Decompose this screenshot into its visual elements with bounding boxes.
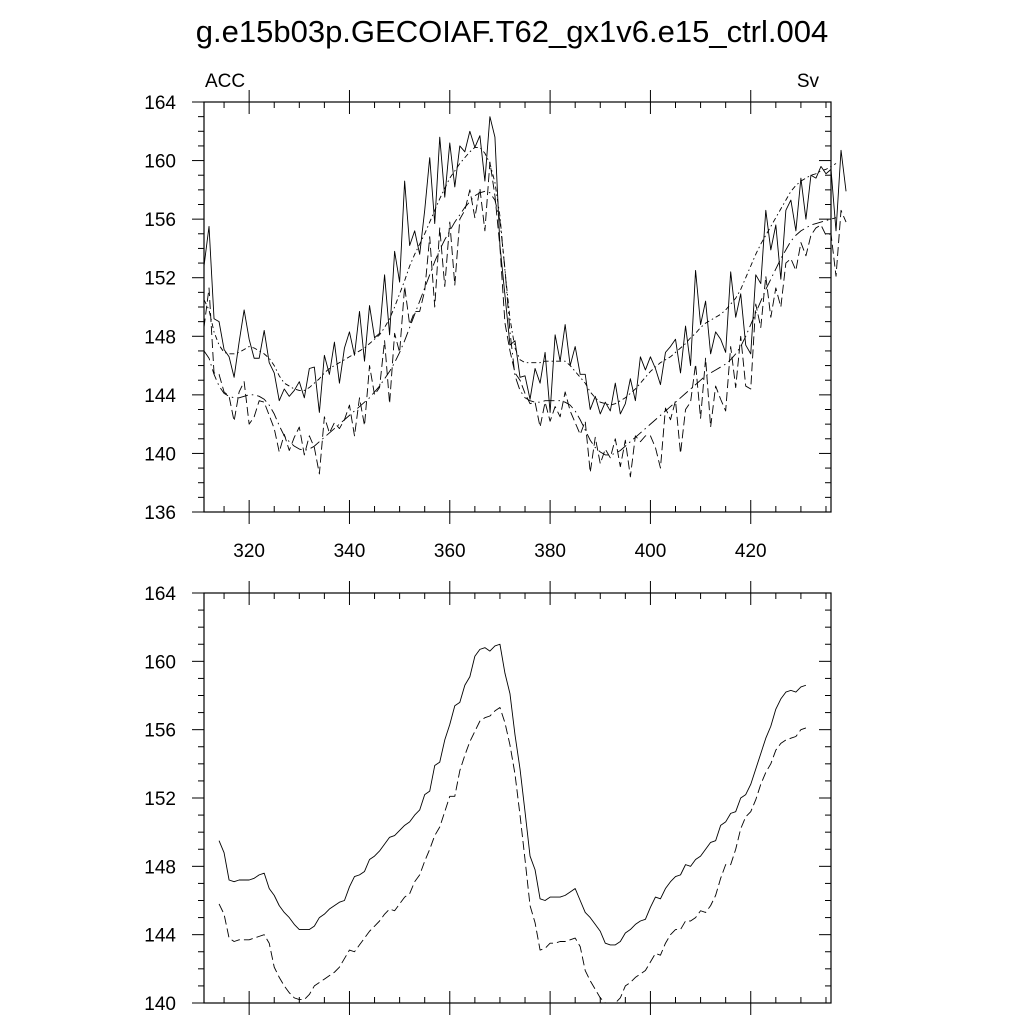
top-y-tick-label: 140 — [144, 444, 176, 465]
chart-title: g.e15b03p.GECOIAF.T62_gx1v6.e15_ctrl.004 — [196, 14, 828, 49]
bottom-panel: 140 144 148 152 156 160 164 — [144, 581, 832, 1015]
top-x-tick-label: 380 — [534, 541, 566, 562]
top-series-solid-line — [203, 116, 847, 415]
top-plot-frame — [203, 101, 832, 513]
top-x-tick-label: 340 — [334, 541, 366, 562]
bottom-series-dashed-line — [218, 707, 807, 1004]
bottom-y-tick-label: 148 — [144, 857, 176, 878]
bottom-x-ticks — [223, 581, 827, 1015]
top-y-tick-label: 144 — [144, 386, 176, 407]
bottom-y-tick-label: 160 — [144, 652, 176, 673]
top-x-ticks: 320 340 360 380 400 420 — [223, 90, 827, 562]
top-series-dash-dot-line — [203, 146, 837, 406]
top-y-ticks: 136 140 144 148 152 156 160 164 — [144, 93, 831, 524]
top-y-tick-label: 136 — [144, 503, 176, 524]
left-corner-label: ACC — [205, 71, 245, 92]
bottom-y-tick-label: 144 — [144, 926, 176, 947]
top-panel: 320 340 360 380 400 4201361401441481521561601… — [144, 71, 847, 562]
top-series-dashed-line — [203, 161, 847, 478]
top-y-tick-label: 164 — [144, 93, 176, 114]
top-y-tick-label: 148 — [144, 327, 176, 348]
bottom-y-tick-label: 152 — [144, 789, 176, 810]
top-y-tick-label: 160 — [144, 152, 176, 173]
top-x-tick-label: 420 — [735, 541, 767, 562]
top-x-tick-label: 400 — [635, 541, 667, 562]
bottom-series-solid-line — [218, 643, 807, 946]
top-y-tick-label: 156 — [144, 210, 176, 231]
top-y-tick-label: 152 — [144, 269, 176, 290]
top-x-tick-label: 360 — [434, 541, 466, 562]
right-corner-label: Sv — [797, 71, 820, 92]
top-series-long-dash-dot-line — [203, 190, 837, 456]
bottom-y-tick-label: 156 — [144, 721, 176, 742]
top-x-tick-label: 320 — [233, 541, 265, 562]
bottom-y-ticks: 140 144 148 152 156 160 164 — [144, 584, 831, 1015]
bottom-y-tick-label: 164 — [144, 584, 176, 605]
bottom-y-tick-label: 140 — [144, 994, 176, 1015]
